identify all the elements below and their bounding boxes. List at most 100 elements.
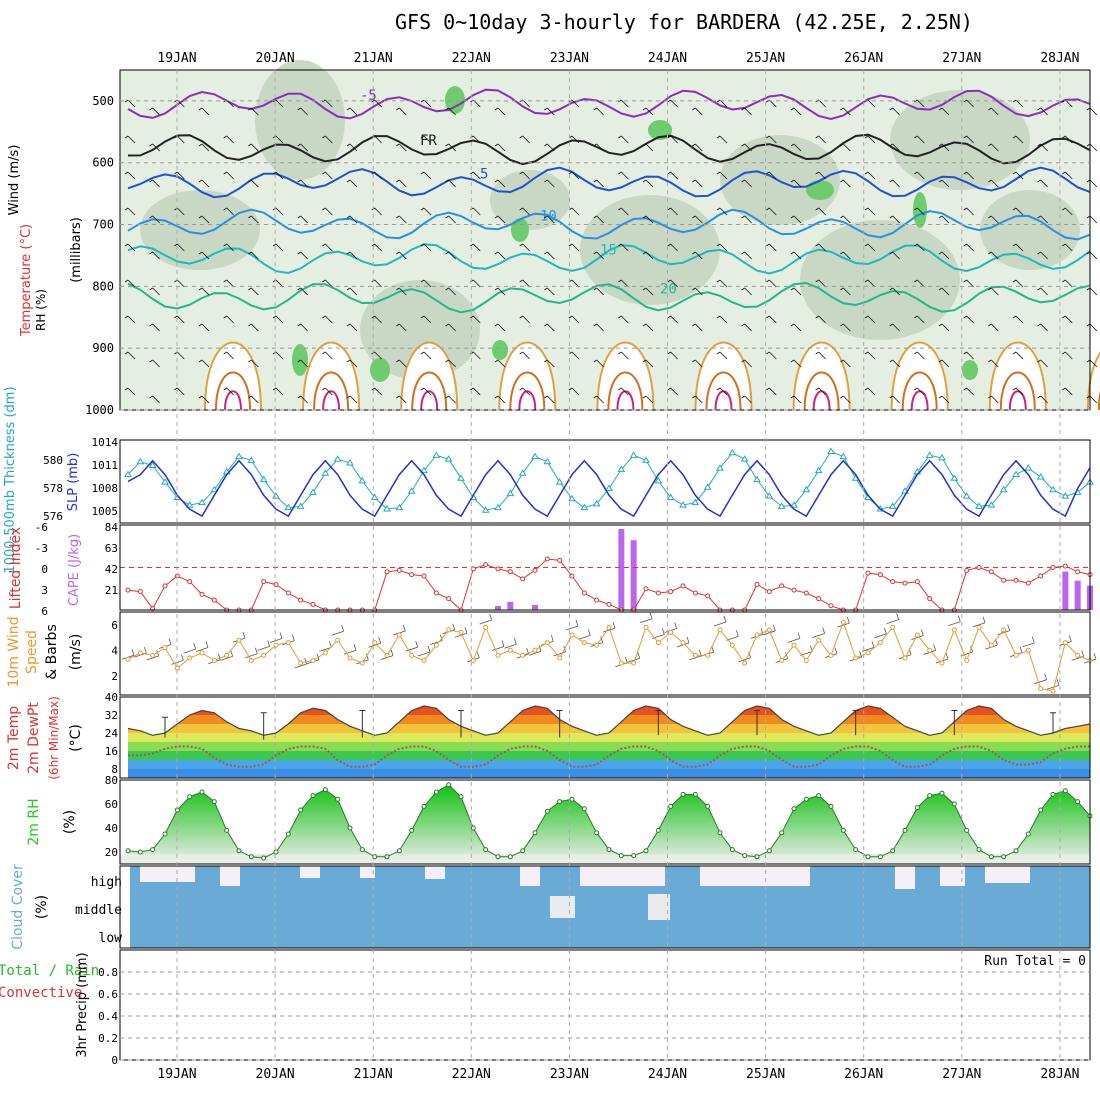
wind-speed-point: [791, 642, 797, 648]
wind-barb: [716, 279, 728, 288]
temp-band: [128, 706, 1090, 715]
wind-barb: [642, 179, 654, 188]
thickness-point: [506, 489, 515, 497]
rh-point: [939, 790, 945, 796]
lifted-index-point: [964, 567, 970, 573]
surface-wind-barb: [1034, 673, 1048, 685]
wind-barb: [272, 315, 284, 324]
thickness-point: [580, 503, 589, 511]
isotherm-line: [127, 133, 1091, 166]
wind-barb: [815, 315, 826, 324]
rh-point: [803, 796, 809, 802]
thickness-point: [531, 452, 539, 460]
cloud-gap-high: [985, 866, 1030, 883]
surface-wind-barb: [504, 638, 517, 649]
wind-barb: [568, 387, 580, 396]
thickness-point: [617, 465, 626, 472]
lifted-index-point: [594, 597, 600, 603]
wind-barb: [667, 279, 678, 288]
lifted-index-point: [1025, 580, 1031, 586]
wind-barb: [840, 395, 851, 404]
wind-barb: [568, 243, 580, 252]
wind-barb: [593, 287, 604, 296]
wind-barb: [963, 279, 974, 288]
li-tick-label: 3: [41, 584, 48, 597]
lifted-index-point: [187, 579, 193, 585]
rh-point: [914, 805, 920, 811]
cape-tick-label: 63: [105, 542, 118, 555]
rh-shade-dark: [492, 340, 508, 360]
thickness-point: [518, 469, 527, 476]
warm-bubble-inner: [607, 371, 644, 411]
thickness-point: [888, 502, 897, 509]
wind-speed-point: [174, 665, 180, 671]
wind-barb: [494, 395, 506, 404]
thickness-point: [185, 501, 194, 508]
temp-axis-label-4: (°C): [68, 724, 84, 752]
thickness-point: [420, 466, 428, 474]
wind-barb: [149, 179, 160, 188]
wind-barb: [420, 135, 432, 144]
rh-area: [128, 784, 1090, 858]
thickness-point: [716, 464, 724, 471]
rh-point: [273, 849, 279, 855]
wind-barb: [864, 171, 876, 180]
wind-barb: [1062, 351, 1073, 360]
wind-barb: [840, 251, 851, 260]
rh-point: [717, 830, 723, 836]
thickness-point: [938, 453, 946, 461]
wind-barb: [1012, 387, 1024, 396]
pressure-tick-label: 900: [92, 341, 114, 355]
wind-barb: [420, 351, 432, 360]
wind-barb: [568, 315, 580, 324]
wind-axis-label: Wind (m/s): [7, 145, 22, 216]
wind-tick-label: 2: [111, 670, 118, 683]
thickness-point: [740, 455, 749, 462]
wind-barb: [593, 323, 604, 332]
warm-bubble: [792, 341, 851, 411]
rh-point: [384, 854, 390, 860]
rh-shade-mid: [140, 190, 260, 270]
cloud-gap-mid: [550, 896, 575, 918]
precip-tick-label: 0.4: [98, 1010, 118, 1023]
wind-barb: [198, 287, 210, 296]
wind-barb: [198, 395, 210, 404]
wind-barb: [396, 359, 407, 368]
lifted-index-point: [1013, 577, 1019, 583]
wind-speed-point: [125, 656, 131, 662]
rh-shade-dark: [648, 120, 672, 140]
wind-barb: [346, 359, 358, 368]
wind-barb: [346, 287, 358, 296]
wind-barb: [889, 107, 900, 116]
wind-barb: [124, 135, 136, 144]
lifted-index-point: [1001, 577, 1007, 583]
wind-barb: [1012, 351, 1024, 360]
thickness-point: [790, 501, 798, 508]
wind-barb: [1037, 215, 1048, 224]
wind-barb: [494, 107, 506, 116]
date-label-bottom: 23JAN: [550, 1067, 589, 1082]
thickness-point: [691, 498, 700, 506]
rh-point: [211, 799, 217, 805]
wind-barb: [297, 323, 308, 332]
wind-barb: [963, 99, 974, 108]
temp-tick-label: 40: [105, 691, 118, 704]
rh-point: [125, 848, 131, 854]
wind-barb: [124, 171, 136, 180]
wind-barb: [396, 143, 407, 152]
wind-barb: [223, 207, 234, 216]
wind-barb: [790, 323, 802, 332]
temp-axis-label-2: 2m DewPt: [26, 702, 42, 774]
wind-barb: [914, 243, 925, 252]
wind-barb: [519, 207, 530, 216]
wind-speed-point: [951, 627, 957, 633]
isotherm-line: [127, 281, 1091, 314]
wind-barb: [223, 135, 234, 144]
wind-barb: [741, 395, 752, 404]
lifted-index-point: [199, 591, 205, 597]
wind-barb: [248, 107, 259, 116]
wind-barb: [174, 315, 185, 324]
wind-barb: [667, 207, 678, 216]
warm-bubble: [498, 341, 557, 411]
lifted-index-point: [285, 590, 291, 596]
